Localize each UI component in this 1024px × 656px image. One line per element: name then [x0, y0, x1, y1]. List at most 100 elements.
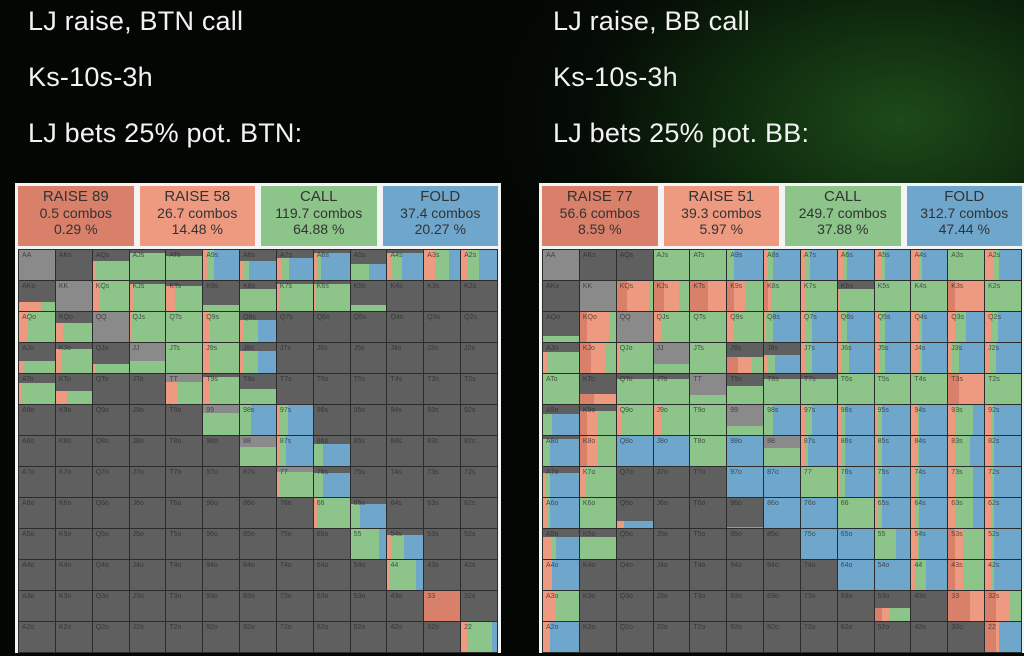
hand-cell-32s[interactable]: 32s: [461, 591, 497, 621]
hand-cell-42o[interactable]: 42o: [911, 622, 948, 652]
hand-cell-T3o[interactable]: T3o: [166, 591, 203, 621]
hand-cell-AQo[interactable]: AQo: [19, 312, 55, 342]
hand-cell-98o[interactable]: 98o: [203, 436, 240, 466]
hand-cell-A8s[interactable]: A8s: [240, 250, 276, 280]
hand-cell-85s[interactable]: 85s: [874, 436, 911, 466]
hand-cell-JTo[interactable]: JTo: [653, 374, 690, 404]
hand-cell-Q8s[interactable]: Q8s: [240, 312, 276, 342]
hand-cell-K4s[interactable]: K4s: [911, 281, 948, 311]
hand-cell-T2o[interactable]: T2o: [690, 622, 727, 652]
hand-cell-K5o[interactable]: K5o: [55, 529, 92, 559]
hand-cell-62s[interactable]: 62s: [985, 498, 1021, 528]
hand-cell-QTs[interactable]: QTs: [166, 312, 203, 342]
hand-cell-KTo[interactable]: KTo: [579, 374, 616, 404]
hand-cell-77[interactable]: 77: [800, 467, 837, 497]
hand-cell-A7o[interactable]: A7o: [19, 467, 55, 497]
hand-cell-T5s[interactable]: T5s: [350, 374, 387, 404]
hand-cell-A4s[interactable]: A4s: [911, 250, 948, 280]
hand-cell-AJo[interactable]: AJo: [543, 343, 579, 373]
hand-cell-T6s[interactable]: T6s: [313, 374, 350, 404]
hand-cell-Q5o[interactable]: Q5o: [92, 529, 129, 559]
hand-cell-53s[interactable]: 53s: [948, 529, 985, 559]
hand-cell-98s[interactable]: 98s: [764, 405, 800, 435]
hand-cell-84s[interactable]: 84s: [387, 436, 424, 466]
hand-cell-A9s[interactable]: A9s: [203, 250, 240, 280]
hand-cell-87s[interactable]: 87s: [800, 436, 837, 466]
hand-cell-T3s[interactable]: T3s: [424, 374, 461, 404]
hand-cell-A3o[interactable]: A3o: [543, 591, 579, 621]
hand-cell-K8o[interactable]: K8o: [55, 436, 92, 466]
hand-cell-J3o[interactable]: J3o: [653, 591, 690, 621]
hand-cell-T4s[interactable]: T4s: [387, 374, 424, 404]
hand-cell-T7s[interactable]: T7s: [800, 374, 837, 404]
hand-cell-A5o[interactable]: A5o: [19, 529, 55, 559]
hand-cell-Q5s[interactable]: Q5s: [874, 312, 911, 342]
hand-cell-Q4s[interactable]: Q4s: [387, 312, 424, 342]
hand-cell-A2o[interactable]: A2o: [19, 622, 55, 652]
hand-cell-A7s[interactable]: A7s: [800, 250, 837, 280]
hand-cell-A4o[interactable]: A4o: [19, 560, 55, 590]
hand-cell-Q4s[interactable]: Q4s: [911, 312, 948, 342]
hand-cell-95s[interactable]: 95s: [350, 405, 387, 435]
hand-cell-T6o[interactable]: T6o: [690, 498, 727, 528]
hand-cell-T4o[interactable]: T4o: [690, 560, 727, 590]
hand-cell-93o[interactable]: 93o: [727, 591, 764, 621]
hand-cell-55[interactable]: 55: [350, 529, 387, 559]
hand-cell-55[interactable]: 55: [874, 529, 911, 559]
hand-cell-K8s[interactable]: K8s: [240, 281, 276, 311]
hand-cell-76o[interactable]: 76o: [276, 498, 313, 528]
hand-cell-Q6s[interactable]: Q6s: [313, 312, 350, 342]
hand-cell-AQs[interactable]: AQs: [92, 250, 129, 280]
hand-cell-Q2o[interactable]: Q2o: [92, 622, 129, 652]
hand-cell-KQo[interactable]: KQo: [579, 312, 616, 342]
hand-cell-73o[interactable]: 73o: [800, 591, 837, 621]
hand-cell-95s[interactable]: 95s: [874, 405, 911, 435]
hand-cell-J8s[interactable]: J8s: [240, 343, 276, 373]
hand-cell-K5s[interactable]: K5s: [350, 281, 387, 311]
hand-cell-65s[interactable]: 65s: [350, 498, 387, 528]
hand-cell-63o[interactable]: 63o: [837, 591, 874, 621]
hand-cell-87s[interactable]: 87s: [276, 436, 313, 466]
hand-cell-84s[interactable]: 84s: [911, 436, 948, 466]
hand-cell-64o[interactable]: 64o: [313, 560, 350, 590]
hand-cell-A2s[interactable]: A2s: [461, 250, 497, 280]
legend-call[interactable]: CALL 119.7 combos 64.88 %: [261, 186, 377, 246]
hand-cell-96s[interactable]: 96s: [837, 405, 874, 435]
hand-cell-84o[interactable]: 84o: [764, 560, 800, 590]
hand-cell-QQ[interactable]: QQ: [616, 312, 653, 342]
hand-cell-44[interactable]: 44: [387, 560, 424, 590]
hand-cell-A3s[interactable]: A3s: [948, 250, 985, 280]
hand-cell-J8o[interactable]: J8o: [653, 436, 690, 466]
hand-cell-K6s[interactable]: K6s: [837, 281, 874, 311]
hand-cell-Q8o[interactable]: Q8o: [92, 436, 129, 466]
hand-cell-A9o[interactable]: A9o: [543, 405, 579, 435]
hand-cell-A8o[interactable]: A8o: [19, 436, 55, 466]
hand-cell-97o[interactable]: 97o: [203, 467, 240, 497]
hand-cell-K5s[interactable]: K5s: [874, 281, 911, 311]
hand-cell-TT[interactable]: TT: [690, 374, 727, 404]
hand-cell-42s[interactable]: 42s: [985, 560, 1021, 590]
hand-cell-62s[interactable]: 62s: [461, 498, 497, 528]
hand-cell-AQo[interactable]: AQo: [543, 312, 579, 342]
hand-cell-64o[interactable]: 64o: [837, 560, 874, 590]
hand-cell-QTo[interactable]: QTo: [92, 374, 129, 404]
hand-cell-KQs[interactable]: KQs: [616, 281, 653, 311]
hand-cell-95o[interactable]: 95o: [727, 529, 764, 559]
hand-cell-Q4o[interactable]: Q4o: [92, 560, 129, 590]
hand-cell-64s[interactable]: 64s: [387, 498, 424, 528]
hand-cell-A5s[interactable]: A5s: [874, 250, 911, 280]
hand-cell-96o[interactable]: 96o: [203, 498, 240, 528]
hand-cell-Q3s[interactable]: Q3s: [424, 312, 461, 342]
hand-cell-J6o[interactable]: J6o: [653, 498, 690, 528]
hand-cell-QJs[interactable]: QJs: [129, 312, 166, 342]
hand-cell-52o[interactable]: 52o: [350, 622, 387, 652]
hand-cell-54o[interactable]: 54o: [350, 560, 387, 590]
hand-cell-K5o[interactable]: K5o: [579, 529, 616, 559]
hand-cell-A7o[interactable]: A7o: [543, 467, 579, 497]
hand-cell-Q6o[interactable]: Q6o: [616, 498, 653, 528]
hand-cell-75s[interactable]: 75s: [874, 467, 911, 497]
hand-cell-A4s[interactable]: A4s: [387, 250, 424, 280]
hand-cell-86s[interactable]: 86s: [313, 436, 350, 466]
hand-cell-Q6s[interactable]: Q6s: [837, 312, 874, 342]
hand-cell-92s[interactable]: 92s: [461, 405, 497, 435]
